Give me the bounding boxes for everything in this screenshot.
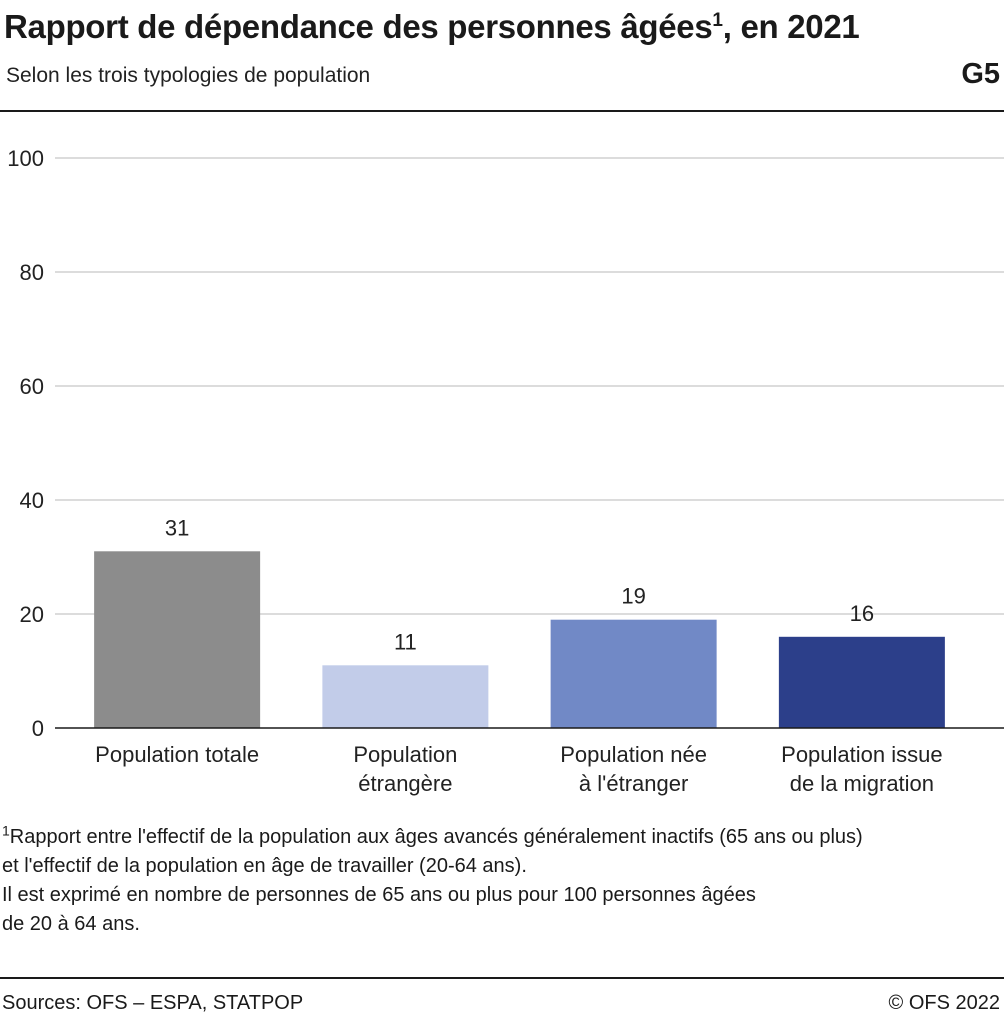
x-tick-label-2-line-2: étrangère xyxy=(358,771,452,796)
footnote-line-3: Il est exprimé en nombre de personnes de… xyxy=(2,884,756,906)
bar-value-label-3: 19 xyxy=(621,584,645,609)
bottom-rule xyxy=(0,977,1004,979)
y-tick-label-100: 100 xyxy=(7,146,44,171)
source-text: Sources: OFS – ESPA, STATPOP xyxy=(2,992,304,1014)
chart-title-text: Rapport de dépendance des personnes âgée… xyxy=(4,8,713,45)
bar-chart: 0 20 40 60 80 100 31 Population totale 11 Populat… xyxy=(7,146,1004,796)
chart-subtitle: Selon les trois typologies de population xyxy=(6,64,371,87)
bar-3 xyxy=(550,619,717,728)
y-tick-label-40: 40 xyxy=(20,488,44,513)
x-tick-label-1-line-1: Population totale xyxy=(95,742,259,767)
x-tick-label-4-line-2: de la migration xyxy=(790,771,934,796)
footnote-line-1: 1Rapport entre l'effectif de la populati… xyxy=(2,823,863,852)
chart-code: G5 xyxy=(961,58,1000,90)
bar-2 xyxy=(322,665,489,728)
footnote-line-1-text: Rapport entre l'effectif de la populatio… xyxy=(9,826,863,848)
bar-value-label-2: 11 xyxy=(394,629,417,654)
bar-1 xyxy=(94,551,261,728)
footnote-line-2: et l'effectif de la population en âge de… xyxy=(2,855,527,877)
y-tick-label-0: 0 xyxy=(32,716,44,741)
chart-title-suffix: , en 2021 xyxy=(722,8,860,45)
copyright-text: © OFS 2022 xyxy=(888,992,1000,1014)
title-footnote-marker: 1 xyxy=(712,10,723,31)
x-tick-label-4-line-1: Population issue xyxy=(781,742,942,767)
y-tick-label-20: 20 xyxy=(20,602,44,627)
footnote-marker: 1 xyxy=(2,822,10,839)
bar-value-label-1: 31 xyxy=(165,515,189,540)
footnote-line-4: de 20 à 64 ans. xyxy=(2,913,140,935)
footnote: 1Rapport entre l'effectif de la populati… xyxy=(2,823,863,939)
y-tick-label-60: 60 xyxy=(20,374,44,399)
bar-4 xyxy=(778,636,945,728)
chart-title: Rapport de dépendance des personnes âgée… xyxy=(4,8,860,46)
x-tick-label-2-line-1: Population xyxy=(353,742,457,767)
bar-value-label-4: 16 xyxy=(850,601,874,626)
top-rule xyxy=(0,110,1004,112)
y-tick-label-80: 80 xyxy=(20,260,44,285)
x-tick-label-3-line-2: à l'étranger xyxy=(579,771,688,796)
x-tick-label-3-line-1: Population née xyxy=(560,742,707,767)
